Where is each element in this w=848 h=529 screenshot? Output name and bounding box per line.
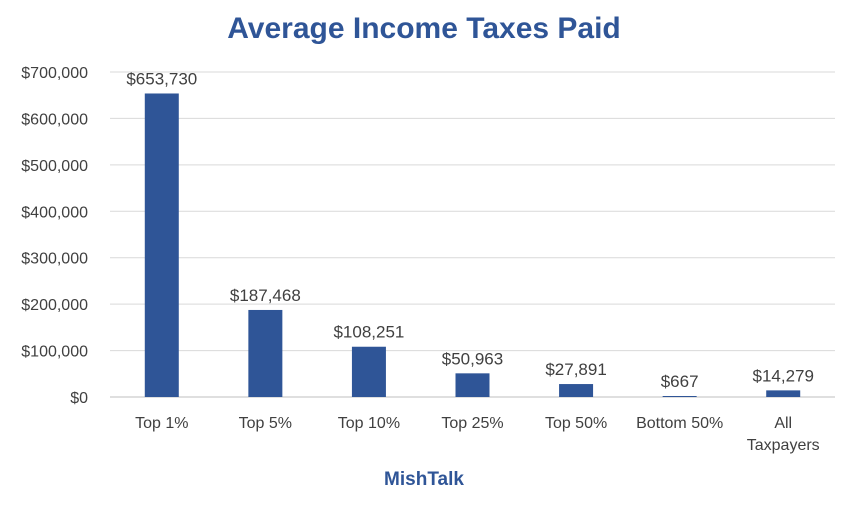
bar [144,93,179,398]
data-label: $14,279 [752,366,813,385]
data-label: $27,891 [545,360,606,379]
x-tick-label: Top 50% [545,415,607,432]
y-tick-label: $700,000 [21,65,88,82]
bar [351,346,386,397]
y-tick-label: $300,000 [21,251,88,268]
y-tick-label: $100,000 [21,344,88,361]
x-axis-tick-labels: Top 1% Top 5% Top 10% Top 25% Top 50% Bottom … [135,415,820,454]
x-tick-label: Top 10% [338,415,400,432]
bar [559,384,594,397]
x-tick-label: All Taxpayers [747,415,820,454]
x-tick-label: Top 1% [135,415,188,432]
bar [455,373,490,397]
y-tick-label: $200,000 [21,297,88,314]
data-labels: $653,730 $187,468 $108,251 $50,963 $27,891 $6… [126,69,814,391]
chart-title: Average Income Taxes Paid [227,12,621,45]
data-label: $187,468 [230,286,301,305]
source-label: MishTalk [384,469,464,490]
x-tick-label: Top 5% [239,415,292,432]
x-tick-label: Bottom 50% [636,415,723,432]
bar [248,309,283,397]
bars [144,93,801,398]
data-label: $108,251 [333,323,404,342]
bar [662,396,697,397]
gridlines [110,71,835,398]
x-tick-label: Top 25% [441,415,503,432]
y-tick-label: $500,000 [21,158,88,175]
y-tick-label: $600,000 [21,111,88,128]
data-label: $667 [661,372,699,391]
data-label: $653,730 [126,69,197,88]
y-tick-label: $400,000 [21,204,88,221]
bar [766,390,801,397]
y-axis-tick-labels: $0 $100,000 $200,000 $300,000 $400,000 $500,0… [21,65,88,407]
data-label: $50,963 [442,349,503,368]
y-tick-label: $0 [70,390,88,407]
